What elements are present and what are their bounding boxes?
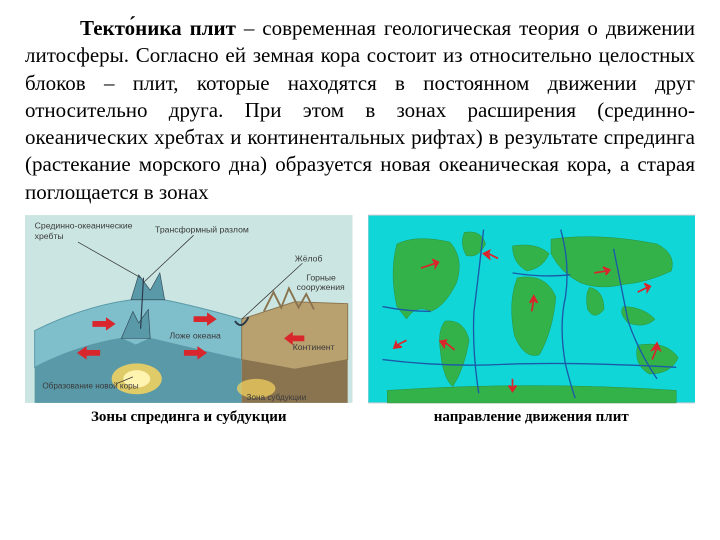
svg-text:Континент: Континент — [293, 342, 335, 352]
svg-text:Образование новой коры: Образование новой коры — [42, 382, 138, 391]
svg-text:хребты: хребты — [35, 231, 64, 241]
caption-right: направление движения плит — [434, 409, 629, 426]
main-paragraph: Текто́ника плит – современная геологичес… — [25, 15, 695, 206]
figures-row: Срединно-океанические хребты Трансформны… — [25, 214, 695, 426]
svg-text:Трансформный разлом: Трансформный разлом — [155, 225, 249, 235]
svg-text:Горные: Горные — [306, 273, 336, 283]
svg-text:Срединно-океанические: Срединно-океанические — [35, 221, 133, 231]
diagram-svg: Срединно-океанические хребты Трансформны… — [25, 214, 353, 404]
figure-spreading-subduction: Срединно-океанические хребты Трансформны… — [25, 214, 353, 426]
caption-left: Зоны спрединга и субдукции — [91, 409, 287, 426]
figure-world-plates: направление движения плит — [368, 214, 696, 426]
map-svg — [368, 214, 696, 404]
svg-text:сооружения: сооружения — [297, 282, 345, 292]
svg-text:Зона субдукции: Зона субдукции — [247, 393, 307, 402]
svg-text:Ложе океана: Ложе океана — [169, 330, 221, 340]
body-text: – современная геологическая теория о дви… — [25, 16, 695, 204]
term-bold: Текто́ника плит — [80, 16, 236, 40]
svg-text:Жёлоб: Жёлоб — [295, 253, 323, 263]
